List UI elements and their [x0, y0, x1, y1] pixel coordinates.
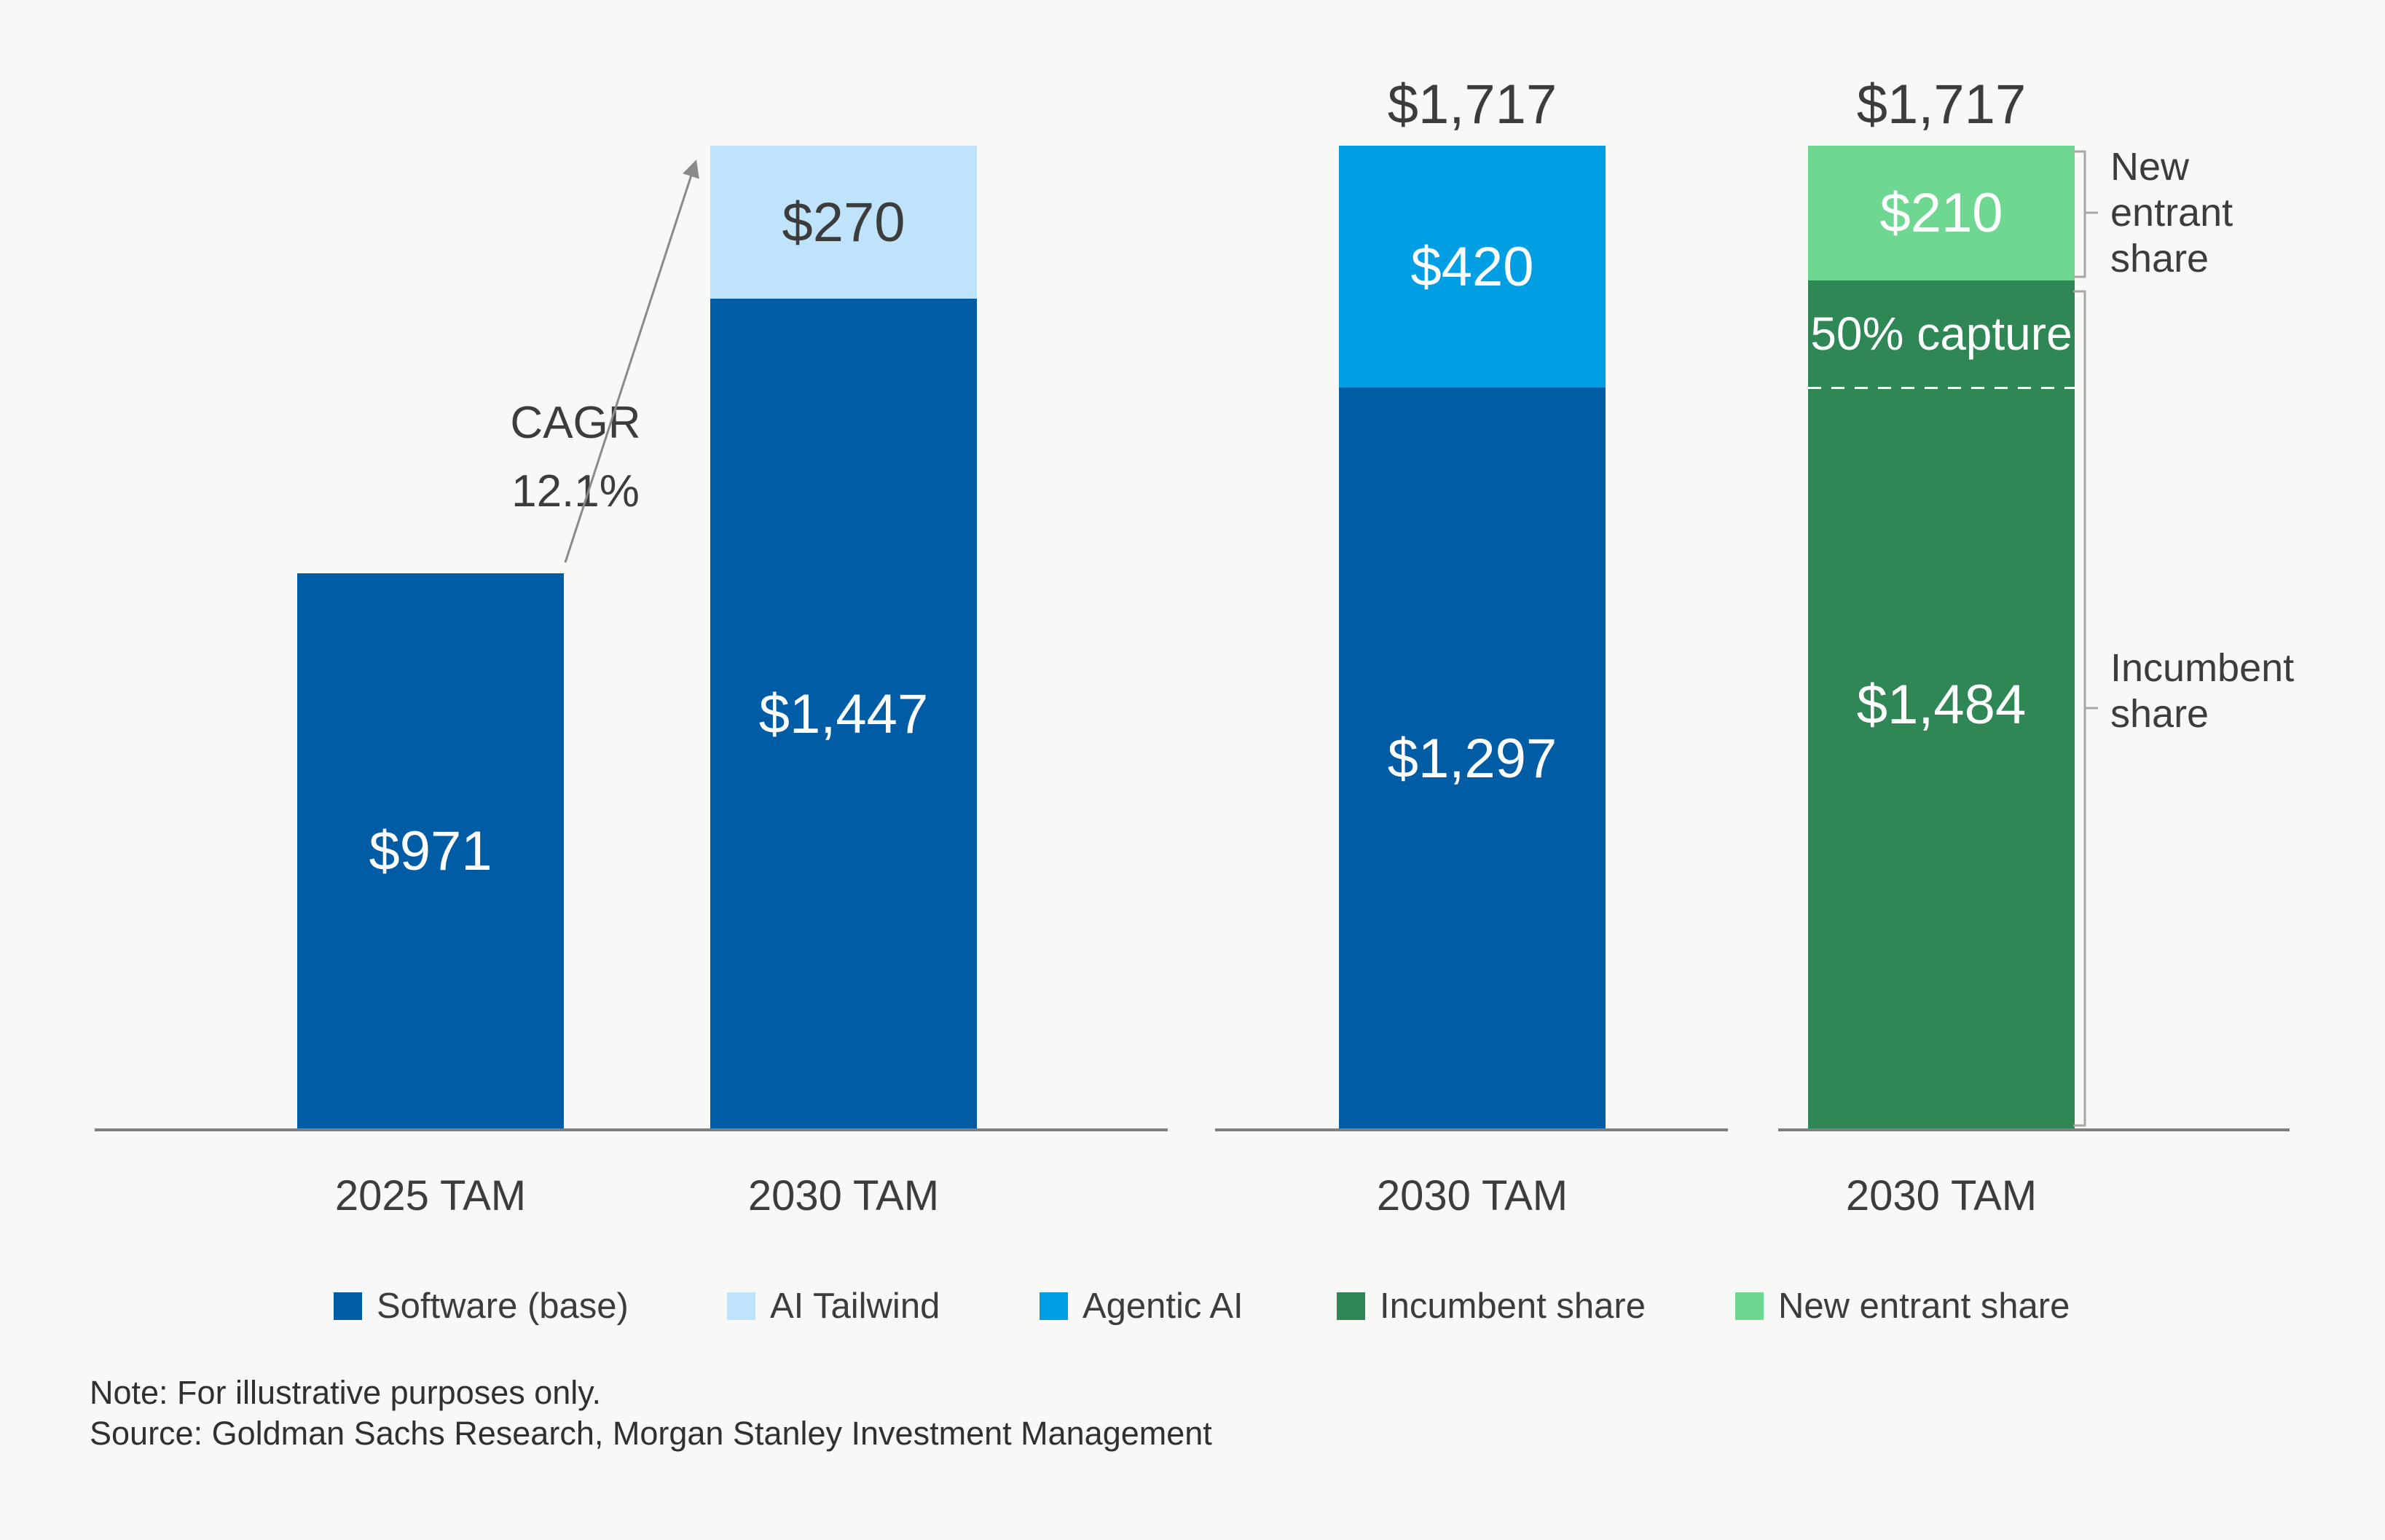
- capture-zone: 50% capture: [1808, 280, 2075, 387]
- bar-2030tam-incumbent-share: 50% capture $1,484: [1808, 280, 2075, 1129]
- axis-label-2030-tam-2: 2030 TAM: [1376, 1172, 1568, 1219]
- axis-baseline-left-group: [95, 1128, 1168, 1131]
- note-line: Note: For illustrative purposes only.: [90, 1374, 601, 1411]
- legend-item-software-base: Software (base): [334, 1286, 629, 1327]
- total-label-bar4: $1,717: [1856, 74, 2027, 135]
- legend-swatch-incumbent-share: [1337, 1292, 1365, 1320]
- source-line: Source: Goldman Sachs Research, Morgan S…: [90, 1415, 1212, 1452]
- new-entrant-bracket: [2073, 150, 2086, 278]
- axis-baseline-bar3: [1215, 1128, 1728, 1131]
- value-label: $1,447: [758, 683, 929, 745]
- axis-label-2030-tam-3: 2030 TAM: [1845, 1172, 2038, 1219]
- legend-item-incumbent-share: Incumbent share: [1337, 1286, 1646, 1327]
- legend-swatch-software-base: [334, 1292, 362, 1320]
- legend-swatch-agentic-ai: [1040, 1292, 1068, 1320]
- value-label: $971: [369, 820, 492, 882]
- footer-notes: Note: For illustrative purposes only. So…: [90, 1372, 1212, 1454]
- value-label: $270: [782, 191, 905, 254]
- value-label: $1,297: [1387, 727, 1557, 790]
- bar-2030tam-agentic-ai: $420: [1339, 146, 1606, 388]
- fifty-percent-dashed-line: [1808, 387, 2075, 389]
- axis-label-2025-tam: 2025 TAM: [334, 1172, 527, 1219]
- legend-item-ai-tailwind: AI Tailwind: [727, 1286, 940, 1327]
- capture-label: 50% capture: [1810, 307, 2072, 360]
- bar-2030tam-ai-tailwind: $270: [710, 146, 977, 299]
- value-label: $210: [1879, 182, 2003, 244]
- legend-swatch-ai-tailwind: [727, 1292, 755, 1320]
- total-label-bar3: $1,717: [1387, 74, 1557, 135]
- legend-item-agentic-ai: Agentic AI: [1040, 1286, 1243, 1327]
- incumbent-bracket: [2073, 290, 2086, 1127]
- bar-2025tam-software-base: $971: [297, 573, 564, 1129]
- value-label: $1,484: [1856, 674, 2027, 736]
- bar-2030tam-software-base-2: $1,297: [1339, 388, 1606, 1129]
- value-label: $420: [1410, 235, 1534, 298]
- bar-2030tam-new-entrant-share: $210: [1808, 146, 2075, 280]
- cagr-line2: 12.1%: [511, 466, 640, 516]
- axis-baseline-bar4: [1778, 1128, 2290, 1131]
- incumbent-share-label: Incumbent share: [2110, 646, 2295, 736]
- bar-2030tam-software-base: $1,447: [710, 299, 977, 1129]
- cagr-annotation: CAGR 12.1%: [474, 389, 677, 526]
- new-entrant-share-label: New entrant share: [2110, 145, 2233, 280]
- legend-swatch-new-entrant-share: [1735, 1292, 1764, 1320]
- legend-item-new-entrant-share: New entrant share: [1735, 1286, 2070, 1327]
- cagr-line1: CAGR: [510, 398, 641, 448]
- axis-label-2030-tam-1: 2030 TAM: [747, 1172, 940, 1219]
